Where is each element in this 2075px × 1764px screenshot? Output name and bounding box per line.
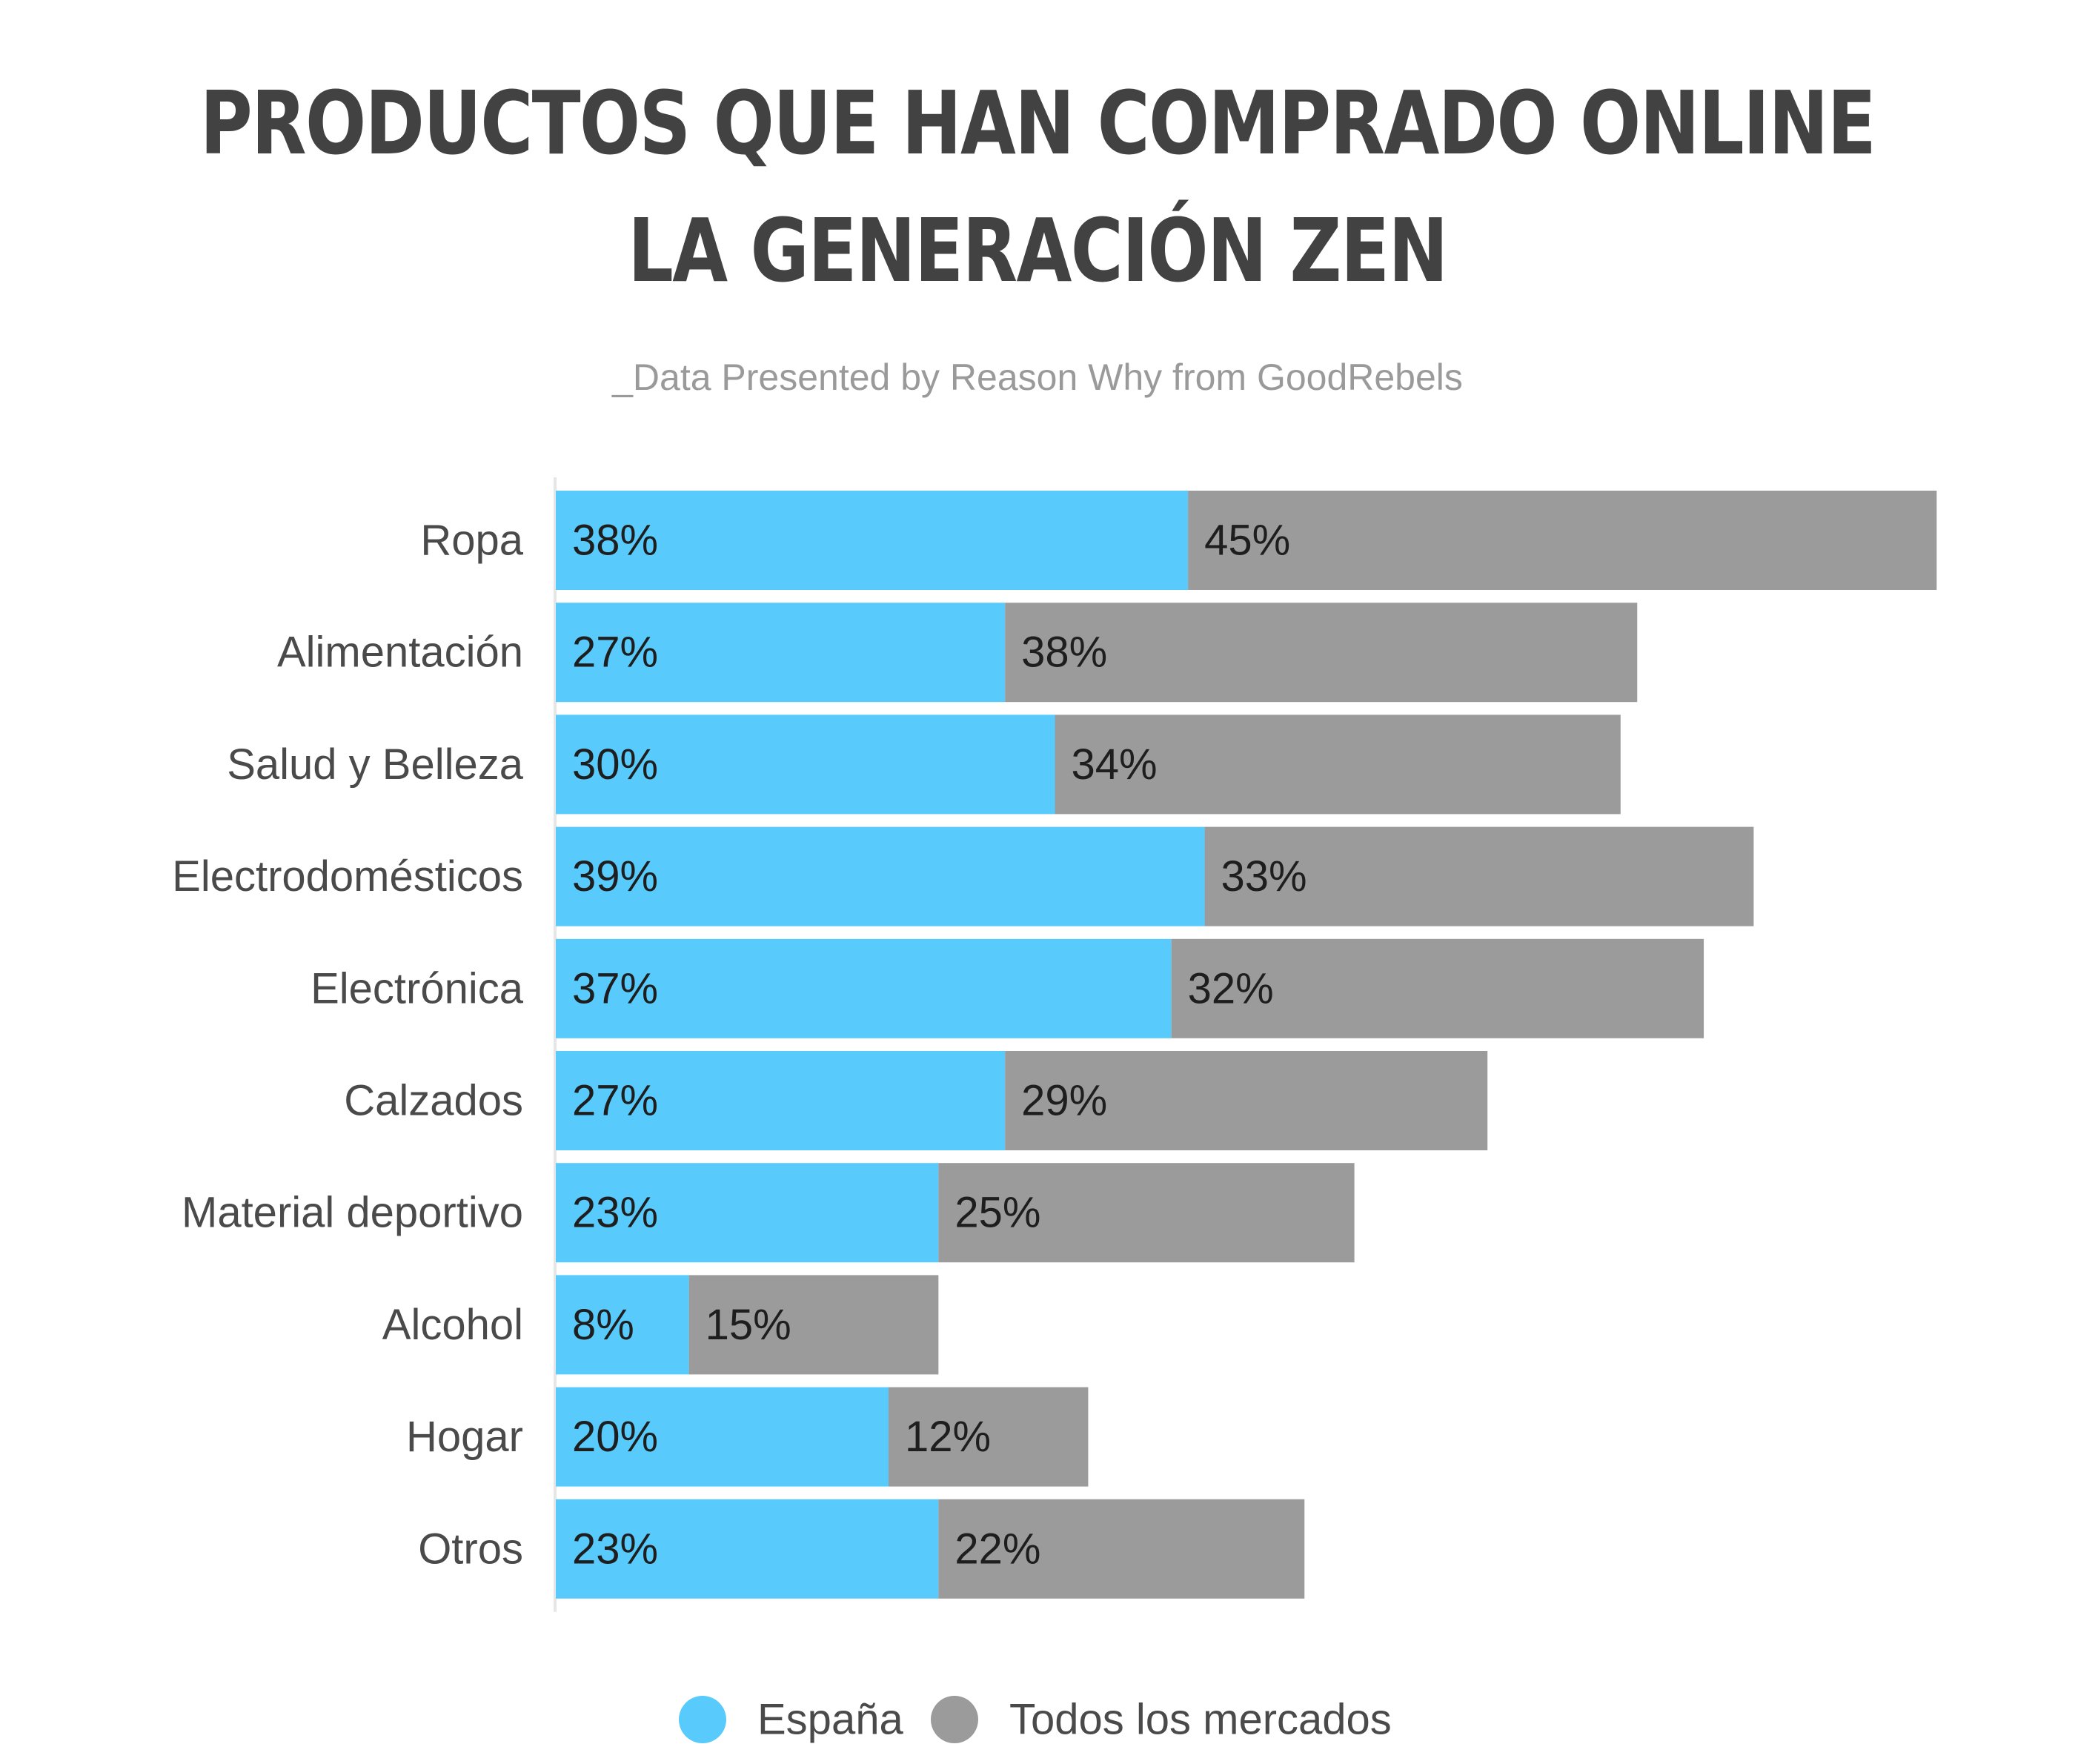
data-label-todos-los-mercados-alimentacion: 38% [1021,629,1107,677]
bar-todos-los-mercados-electrodomesticos [1204,826,1754,926]
bar-todos-los-mercados-alcohol [688,1275,939,1375]
bar-espana-otros [556,1499,939,1599]
data-label-espana-electronica: 37% [572,964,658,1012]
bar-espana-hogar [556,1387,889,1487]
category-label-otros: Otros [418,1525,523,1573]
data-label-espana-otros: 23% [572,1525,658,1573]
chart-title-line-1: PRODUCTOS QUE HAN COMPRADO ONLINE [199,72,1876,174]
data-label-todos-los-mercados-alcohol: 15% [706,1301,791,1349]
bar-todos-los-mercados-electronica [1171,938,1704,1038]
bar-todos-los-mercados-otros [938,1499,1305,1599]
category-label-salud-y-belleza: Salud y Belleza [227,740,524,789]
legend-label-espana: España [757,1696,903,1744]
data-label-todos-los-mercados-otros: 22% [954,1525,1040,1573]
data-label-todos-los-mercados-calzados: 29% [1021,1077,1107,1125]
data-label-espana-alimentacion: 27% [572,629,658,677]
legend-swatch-todos-los-mercados [931,1696,978,1743]
bar-todos-los-mercados-ropa [1188,491,1937,590]
data-label-espana-alcohol: 8% [572,1301,634,1349]
bar-espana-calzados [556,1051,1006,1150]
bar-todos-los-mercados-hogar [889,1387,1089,1487]
data-label-espana-hogar: 20% [572,1413,658,1461]
bar-todos-los-mercados-material-deportivo [938,1163,1355,1263]
category-label-material-deportivo: Material deportivo [182,1189,523,1237]
data-label-espana-salud-y-belleza: 30% [572,740,658,789]
bar-espana-ropa [556,491,1189,590]
data-label-espana-ropa: 38% [572,517,658,565]
category-label-calzados: Calzados [344,1077,523,1125]
category-label-alcohol: Alcohol [382,1301,523,1349]
chart-subtitle: _Data Presented by Reason Why from GoodR… [612,357,1463,398]
bar-espana-material-deportivo [556,1163,939,1263]
bar-espana-salud-y-belleza [556,714,1055,815]
legend-label-todos-los-mercados: Todos los mercados [1009,1696,1392,1744]
category-label-electrodomesticos: Electrodomésticos [172,852,523,901]
bar-espana-alimentacion [556,603,1006,703]
category-label-ropa: Ropa [420,517,523,565]
data-label-todos-los-mercados-ropa: 45% [1204,517,1290,565]
data-label-espana-calzados: 27% [572,1077,658,1125]
chart-title-line-2: LA GENERACIÓN ZEN [628,199,1448,302]
data-label-todos-los-mercados-electronica: 32% [1188,964,1274,1012]
data-label-todos-los-mercados-hogar: 12% [905,1413,991,1461]
data-label-espana-electrodomesticos: 39% [572,852,658,901]
bar-espana-electronica [556,938,1172,1038]
bar-todos-los-mercados-alimentacion [1005,603,1638,703]
bar-espana-alcohol [556,1275,689,1375]
category-label-electronica: Electrónica [311,964,524,1012]
category-label-hogar: Hogar [406,1413,523,1461]
bar-todos-los-mercados-calzados [1005,1051,1488,1150]
data-label-todos-los-mercados-material-deportivo: 25% [954,1189,1040,1237]
data-label-espana-material-deportivo: 23% [572,1189,658,1237]
category-label-alimentacion: Alimentación [277,629,523,677]
data-label-todos-los-mercados-salud-y-belleza: 34% [1072,740,1158,789]
bar-espana-electrodomesticos [556,826,1205,926]
legend-swatch-espana [679,1696,726,1743]
bar-todos-los-mercados-salud-y-belleza [1055,714,1621,815]
data-label-todos-los-mercados-electrodomesticos: 33% [1221,852,1307,901]
